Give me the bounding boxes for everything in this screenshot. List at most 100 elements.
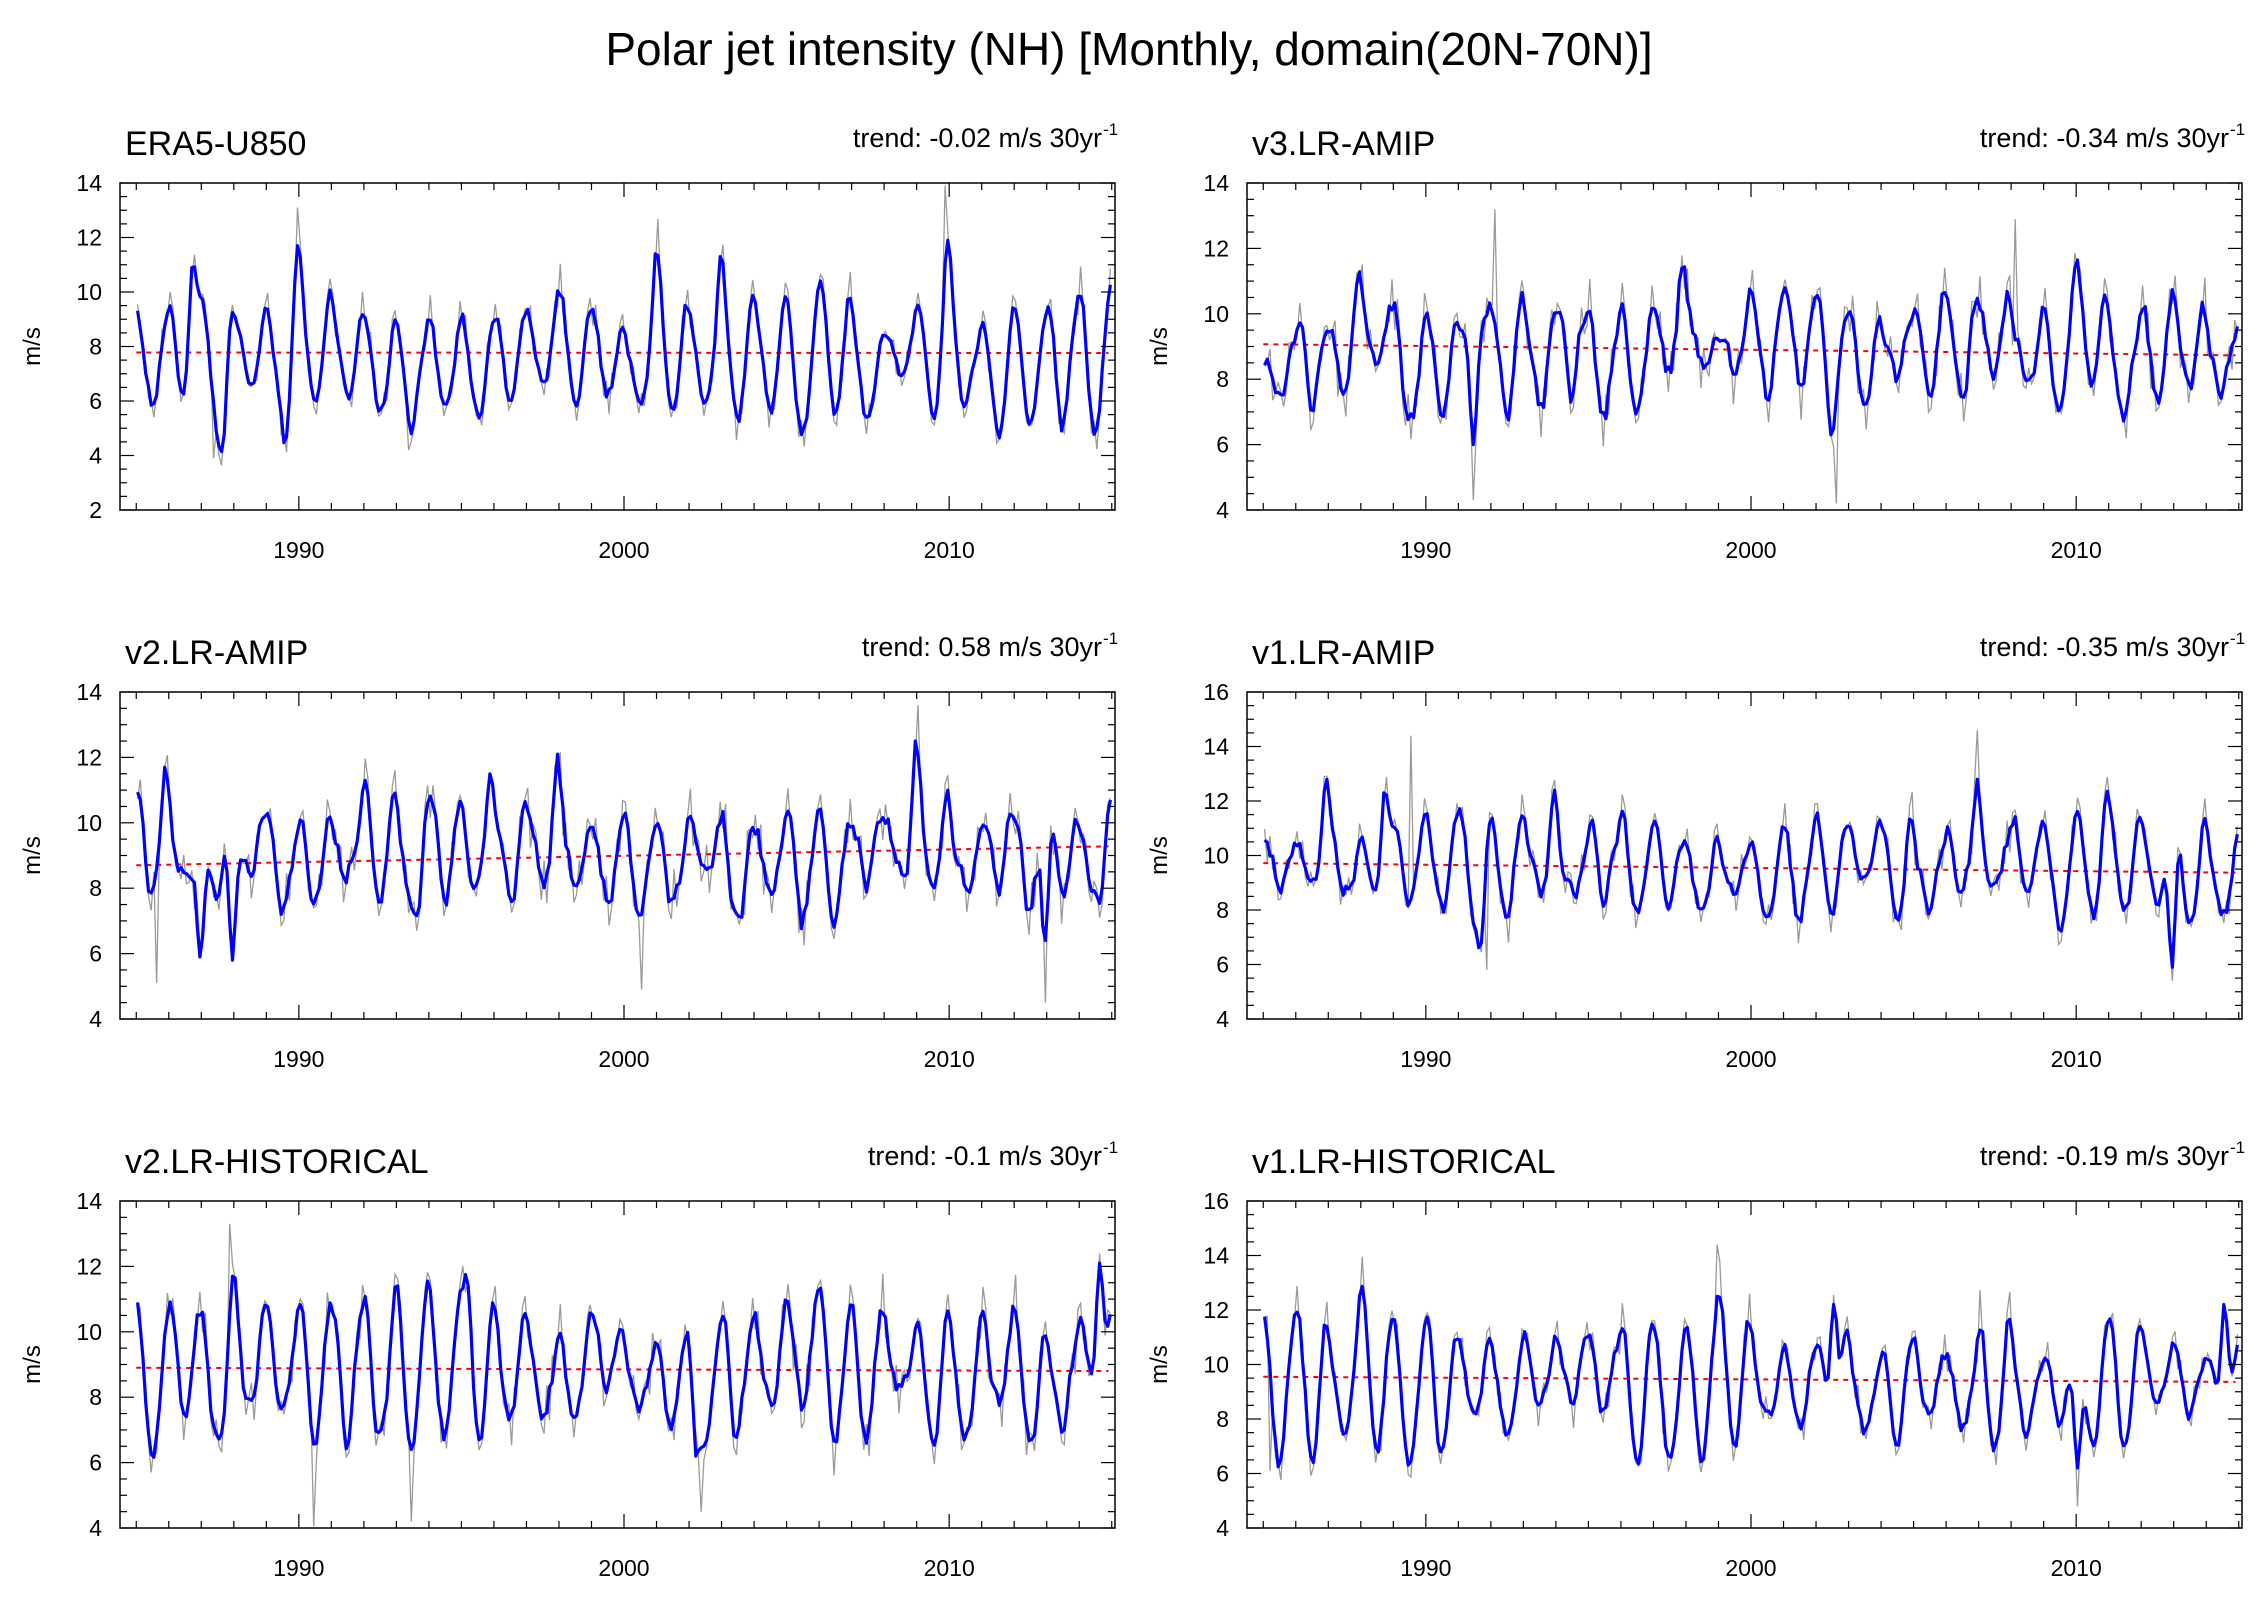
trend-label: trend: 0.58 m/s 30yr (862, 632, 1102, 662)
panel-1: ERA5-U850 trend: -0.02 m/s 30yr -1 m/s 2 4 6 8 1… (19, 120, 1118, 563)
trend-label: trend: -0.35 m/s 30yr (1980, 632, 2229, 662)
monthly-series (1263, 730, 2239, 981)
y-tick-label: 16 (1203, 679, 1229, 705)
y-tick-label: 12 (1203, 788, 1229, 814)
trend-line (1263, 343, 2236, 357)
panel-title: v2.LR-HISTORICAL (125, 1143, 429, 1181)
x-tick-label: 2010 (924, 1046, 975, 1072)
figure-title: Polar jet intensity (NH) [Monthly, domai… (605, 23, 1652, 75)
trend-exponent: -1 (1103, 1138, 1118, 1157)
y-tick-label: 8 (89, 1384, 102, 1410)
y-tick-label: 12 (76, 225, 102, 251)
y-tick-label: 12 (1203, 235, 1229, 261)
y-tick-label: 14 (1203, 170, 1229, 196)
panel-3: v2.LR-AMIP trend: 0.58 m/s 30yr -1 m/s 4 6 8 10… (19, 629, 1118, 1072)
x-tick-label: 2010 (924, 1555, 975, 1581)
y-tick-label: 4 (89, 1006, 102, 1032)
y-axis-label: m/s (19, 836, 46, 875)
trend-line (136, 351, 1109, 355)
x-tick-label: 2000 (1725, 1555, 1776, 1581)
y-tick-label: 8 (1216, 366, 1229, 392)
x-tick-label: 1990 (1400, 537, 1451, 563)
x-tick-label: 2000 (598, 537, 649, 563)
x-tick-label: 2010 (2051, 1046, 2102, 1072)
x-tick-label: 2000 (598, 1555, 649, 1581)
plot-frame (119, 1200, 1116, 1529)
y-tick-label: 4 (1216, 1515, 1229, 1541)
y-axis-label: m/s (1146, 836, 1173, 875)
smoothed-series (1263, 1284, 2239, 1470)
monthly-series (1264, 209, 2239, 504)
y-tick-label: 10 (1203, 843, 1229, 869)
trend-label: trend: -0.02 m/s 30yr (853, 123, 1102, 153)
x-tick-label: 2000 (598, 1046, 649, 1072)
trend-line (1263, 862, 2236, 874)
y-tick-label: 14 (76, 679, 102, 705)
panel-5: v2.LR-HISTORICAL trend: -0.1 m/s 30yr -1 m/… (19, 1138, 1118, 1581)
y-tick-label: 6 (1216, 952, 1229, 978)
y-axis-label: m/s (19, 327, 46, 366)
trend-exponent: -1 (2230, 629, 2245, 648)
monthly-series (1264, 1244, 2239, 1507)
y-tick-label: 14 (76, 170, 102, 196)
trend-exponent: -1 (2230, 120, 2245, 139)
y-tick-label: 10 (76, 1319, 102, 1345)
trend-line (136, 845, 1109, 867)
trend-line (136, 1366, 1109, 1373)
smoothed-series (136, 1261, 1112, 1459)
x-tick-label: 1990 (1400, 1046, 1451, 1072)
y-tick-label: 8 (1216, 1406, 1229, 1432)
y-tick-label: 10 (1203, 1352, 1229, 1378)
y-tick-label: 12 (1203, 1297, 1229, 1323)
y-tick-label: 4 (1216, 497, 1229, 523)
y-tick-label: 10 (1203, 301, 1229, 327)
smoothed-series (1263, 777, 2239, 969)
x-tick-label: 2010 (2051, 1555, 2102, 1581)
y-axis-label: m/s (1146, 327, 1173, 366)
panel-6: v1.LR-HISTORICAL trend: -0.19 m/s 30yr -1 m… (1146, 1138, 2245, 1581)
y-tick-label: 14 (1203, 734, 1229, 760)
y-tick-label: 8 (1216, 897, 1229, 923)
panel-title: v2.LR-AMIP (125, 634, 308, 672)
y-tick-label: 4 (1216, 1006, 1229, 1032)
y-tick-label: 10 (76, 810, 102, 836)
smoothed-series (136, 238, 1112, 454)
trend-exponent: -1 (2230, 1138, 2245, 1157)
y-tick-label: 12 (76, 1253, 102, 1279)
x-tick-label: 2010 (924, 537, 975, 563)
x-tick-label: 2010 (2051, 537, 2102, 563)
y-tick-label: 12 (76, 744, 102, 770)
trend-label: trend: -0.19 m/s 30yr (1980, 1141, 2229, 1171)
y-tick-label: 6 (1216, 432, 1229, 458)
y-tick-label: 6 (89, 941, 102, 967)
x-tick-label: 1990 (273, 537, 324, 563)
plot-frame (1246, 691, 2243, 1020)
y-tick-label: 4 (89, 1515, 102, 1541)
x-tick-label: 1990 (1400, 1555, 1451, 1581)
panel-4: v1.LR-AMIP trend: -0.35 m/s 30yr -1 m/s 4 6 8 1… (1146, 629, 2245, 1072)
smoothed-series (136, 739, 1112, 962)
panel-title: v1.LR-AMIP (1252, 634, 1435, 672)
panels-group: ERA5-U850 trend: -0.02 m/s 30yr -1m/s24681… (19, 120, 2245, 1581)
y-axis-label: m/s (1146, 1345, 1173, 1384)
y-tick-label: 2 (89, 497, 102, 523)
y-tick-label: 6 (1216, 1461, 1229, 1487)
y-tick-label: 6 (89, 388, 102, 414)
y-tick-label: 6 (89, 1450, 102, 1476)
y-tick-label: 16 (1203, 1188, 1229, 1214)
smoothed-series (1263, 258, 2239, 447)
panel-title: ERA5-U850 (125, 125, 306, 163)
x-tick-label: 2000 (1725, 1046, 1776, 1072)
y-tick-label: 10 (76, 279, 102, 305)
trend-label: trend: -0.1 m/s 30yr (868, 1141, 1102, 1171)
monthly-series (137, 1223, 1111, 1527)
y-tick-label: 8 (89, 334, 102, 360)
y-tick-label: 8 (89, 875, 102, 901)
panel-title: v3.LR-AMIP (1252, 125, 1435, 163)
monthly-series (136, 705, 1112, 1003)
x-tick-label: 2000 (1725, 537, 1776, 563)
trend-exponent: -1 (1103, 120, 1118, 139)
y-tick-label: 4 (89, 443, 102, 469)
panel-title: v1.LR-HISTORICAL (1252, 1143, 1556, 1181)
